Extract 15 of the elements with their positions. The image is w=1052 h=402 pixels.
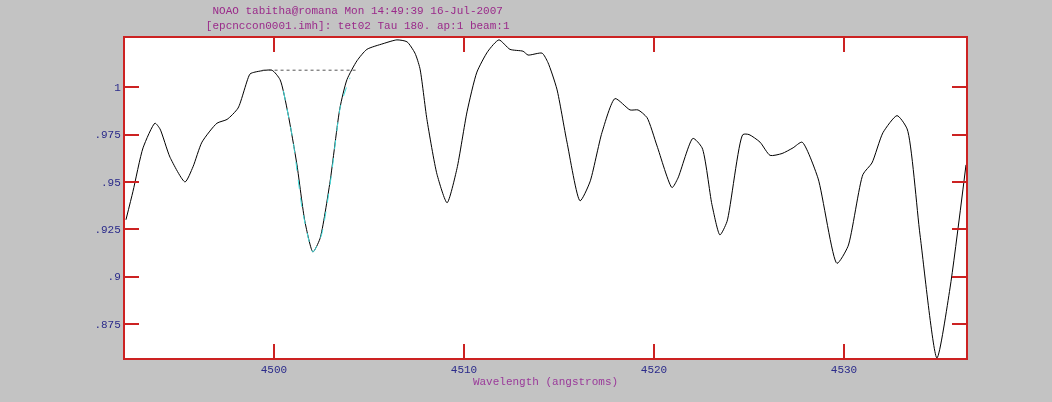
x-tick-label: 4530 xyxy=(830,364,858,377)
y-tick-label: .95 xyxy=(100,176,121,189)
y-tick-label: .875 xyxy=(94,318,121,331)
x-axis-title: Wavelength (angstroms) xyxy=(472,376,619,389)
line-series xyxy=(125,39,966,358)
x-tick-label: 4520 xyxy=(640,364,668,377)
y-tick-label: 1 xyxy=(114,82,122,95)
y-tick-label: .9 xyxy=(107,271,121,284)
chart-subtitle: [epcnccon0001.imh]: tet02 Tau 180. ap:1 beam:1 xyxy=(205,19,510,32)
chart-title: NOAO tabitha@romana Mon 14:49:39 16-Jul-2007 xyxy=(212,5,503,18)
x-tick-label: 4510 xyxy=(450,364,478,377)
x-tick-label: 4500 xyxy=(260,364,288,377)
y-tick-label: .925 xyxy=(94,224,121,237)
line-series xyxy=(282,77,351,253)
y-tick-label: .975 xyxy=(94,129,121,142)
